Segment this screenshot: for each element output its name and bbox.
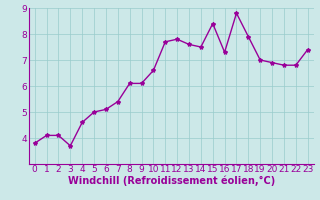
X-axis label: Windchill (Refroidissement éolien,°C): Windchill (Refroidissement éolien,°C) (68, 176, 275, 186)
